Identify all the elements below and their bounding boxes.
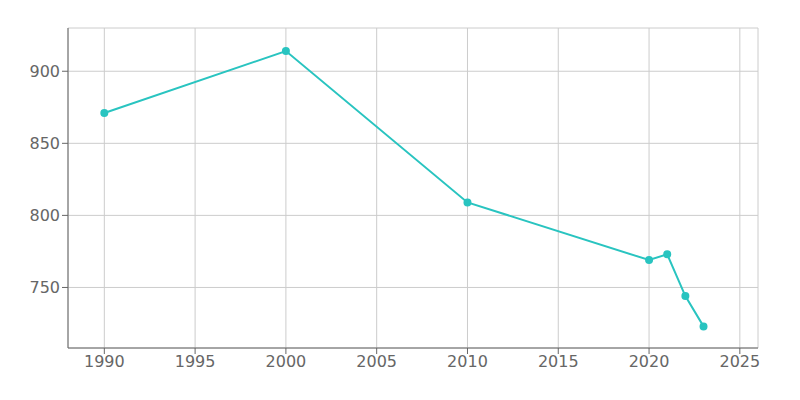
svg-text:2020: 2020	[629, 352, 670, 371]
svg-text:750: 750	[29, 278, 60, 297]
svg-text:2015: 2015	[538, 352, 579, 371]
svg-text:1995: 1995	[175, 352, 216, 371]
svg-text:2025: 2025	[719, 352, 760, 371]
svg-text:2000: 2000	[266, 352, 307, 371]
svg-text:2005: 2005	[356, 352, 397, 371]
svg-text:1990: 1990	[84, 352, 125, 371]
svg-text:900: 900	[29, 62, 60, 81]
svg-text:2010: 2010	[447, 352, 488, 371]
svg-text:850: 850	[29, 134, 60, 153]
svg-text:800: 800	[29, 206, 60, 225]
